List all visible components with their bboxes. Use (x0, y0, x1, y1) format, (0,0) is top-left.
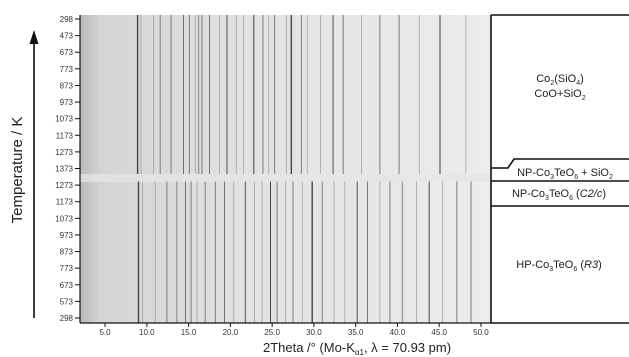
phase-label-top-line1: Co2(SiO4) (536, 73, 584, 87)
y-axis-ticks: 298 473 673 773 873 973 1073 1173 1273 1373 1273 11… (55, 15, 81, 323)
x-tick-label: 40.0 (390, 328, 406, 337)
y-tick-label: 973 (60, 231, 74, 240)
phase-label-part: (SiO (554, 73, 576, 85)
y-tick-label: 298 (60, 314, 74, 323)
diffraction-lines (136, 15, 472, 323)
x-tick-label: 20.0 (223, 328, 239, 337)
phase-label-part: 2 (582, 95, 586, 102)
y-tick-label: 673 (60, 281, 74, 290)
y-tick-label: 773 (60, 65, 74, 74)
y-tick-label: 473 (60, 32, 74, 41)
phase-label-transition: NP-Co3TeO6 + SiO2 (517, 167, 613, 181)
x-tick-label: 15.0 (181, 328, 197, 337)
phase-label-part: Co (536, 73, 550, 85)
x-axis-title-rest: , λ = 70.93 pm) (364, 340, 451, 355)
phase-label-part: NP-Co (517, 167, 550, 179)
x-axis-title: 2Theta /° (Mo-Kα1, λ = 70.93 pm) (263, 340, 451, 357)
x-tick-label: 35.0 (348, 328, 364, 337)
x-axis-ticks: 5.0 10.0 15.0 20.0 25.0 30.0 35.0 40.0 45.0 50.0 (80, 322, 491, 337)
phase-region-borders (490, 14, 629, 324)
x-axis-title-sub: α1 (355, 348, 365, 357)
heatmap-plot-area (80, 15, 491, 323)
phase-label-part: + SiO (578, 167, 609, 179)
phase-label-part: 3 (549, 266, 553, 273)
y-tick-label: 1373 (55, 165, 73, 174)
phase-label-hp: HP-Co3TeO6 (R3) (516, 259, 601, 273)
x-tick-label: 5.0 (99, 328, 111, 337)
phase-label-top-line2: CoO+SiO2 (534, 88, 585, 102)
y-tick-label: 1073 (55, 214, 73, 223)
phase-label-part: ( (573, 188, 580, 200)
y-tick-label: 1273 (55, 181, 73, 190)
phase-label-part: 4 (576, 80, 580, 87)
phase-label-part: ) (598, 259, 602, 271)
y-tick-label: 773 (60, 264, 74, 273)
x-tick-label: 50.0 (473, 328, 489, 337)
phase-label-part: 6 (573, 266, 577, 273)
x-axis-title-main: 2Theta /° (Mo-K (263, 340, 355, 355)
phase-label-part: ( (577, 259, 584, 271)
x-tick-label: 45.0 (431, 328, 447, 337)
phase-label-part: CoO+SiO (534, 88, 582, 100)
temperature-arrow (29, 30, 39, 318)
phase-label-part: 6 (569, 195, 573, 202)
temperature-arrow-head (29, 30, 39, 44)
phase-label-part: HP-Co (516, 259, 549, 271)
phase-label-part: 3 (545, 195, 549, 202)
phase-label-np: NP-Co3TeO6 (C2/c) (512, 188, 606, 202)
phase-label-part: ) (580, 73, 584, 85)
phase-label-part: NP-Co (512, 188, 545, 200)
x-tick-label: 30.0 (306, 328, 322, 337)
x-tick-label: 25.0 (264, 328, 280, 337)
phase-label-part: TeO (553, 259, 574, 271)
y-tick-label: 1273 (55, 148, 73, 157)
y-tick-label: 873 (60, 248, 74, 257)
phase-label-part: C2/c (580, 188, 603, 200)
phase-label-part: 2 (609, 174, 613, 181)
y-tick-label: 1173 (56, 131, 74, 140)
phase-label-part: TeO (549, 188, 570, 200)
y-tick-label: 973 (60, 98, 74, 107)
phase-label-part: R3 (584, 259, 599, 271)
transition-band (80, 174, 491, 182)
phase-label-part: 6 (574, 174, 578, 181)
phase-label-part: TeO (554, 167, 575, 179)
phase-label-part: ) (602, 188, 606, 200)
y-tick-label: 573 (60, 297, 74, 306)
phase-label-part: 2 (550, 80, 554, 87)
phase-label-part: 3 (550, 174, 554, 181)
y-tick-label: 1073 (55, 115, 73, 124)
x-tick-label: 10.0 (139, 328, 155, 337)
y-tick-label: 298 (60, 15, 74, 24)
y-axis-title: Temperature / K (9, 117, 26, 224)
y-tick-label: 673 (60, 48, 74, 57)
region-transition-border-top (491, 158, 629, 169)
y-tick-label: 1173 (56, 198, 74, 207)
y-tick-label: 873 (60, 81, 74, 90)
